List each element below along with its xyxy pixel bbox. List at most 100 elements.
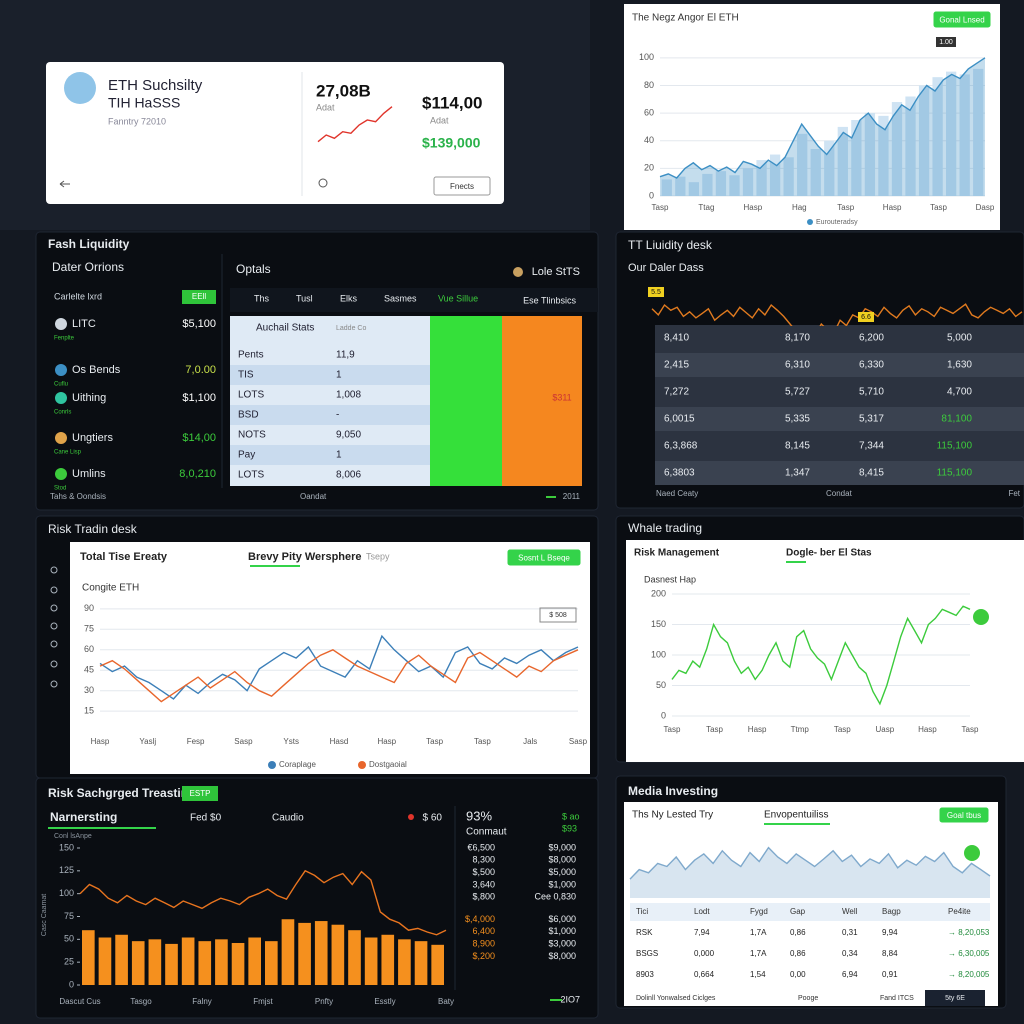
label: Ladde Co (336, 325, 366, 332)
table-cell: 5,317 (859, 414, 884, 425)
tab[interactable]: Tsepy (366, 551, 390, 561)
button[interactable]: Sosnt L Bseqe (518, 554, 570, 563)
table-cell: 11,9 (336, 350, 355, 361)
button-bg[interactable] (507, 549, 581, 566)
tab[interactable]: Brevy Pity Wersphere (248, 551, 362, 563)
x-tick-label: Tasp (930, 203, 947, 212)
table-header: Well (842, 907, 858, 916)
side-icon[interactable] (50, 586, 58, 594)
side-icon[interactable] (50, 660, 58, 668)
table-header: Lodt (694, 907, 710, 916)
tab[interactable]: Ths Ny Lested Try (632, 810, 713, 821)
search-icon[interactable] (318, 178, 328, 188)
label: Our Daler Dass (628, 262, 704, 274)
x-tick-label: Baty (438, 997, 454, 1006)
label: $114,00 (422, 93, 483, 112)
bar (661, 179, 672, 196)
label: Fanntry 72010 (108, 116, 166, 126)
button[interactable]: Fnects (450, 182, 474, 191)
table-cell: RSK (636, 928, 653, 937)
table-cell: 9,94 (882, 928, 898, 937)
table-cell: 8,300 (472, 855, 495, 865)
row-bg (655, 353, 1024, 377)
tab[interactable]: Vue Sillue (438, 293, 478, 303)
bar (810, 149, 821, 196)
button[interactable]: Gonal Lnsed (939, 16, 984, 25)
button-bg[interactable] (933, 11, 991, 28)
legend-dot (807, 219, 813, 225)
table-cell: $,500 (472, 867, 495, 877)
button-bg[interactable] (433, 176, 491, 196)
label: EEll (192, 292, 206, 301)
side-icon[interactable] (50, 566, 58, 574)
tab[interactable]: Total Tise Ereaty (80, 551, 168, 563)
tab[interactable]: Envopentuiliss (764, 810, 828, 821)
badge-bg (182, 786, 218, 801)
bar (959, 74, 970, 196)
row-bg (655, 380, 1024, 404)
label: $311 (552, 392, 571, 402)
y-tick-label: 75 (64, 911, 74, 921)
bar (98, 937, 112, 985)
tab[interactable]: Sasmes (384, 293, 417, 303)
label: Ese Tlinbsics (523, 295, 576, 305)
label: $139,000 (422, 135, 481, 151)
bar (398, 939, 411, 985)
x-tick-label: Ttag (698, 203, 714, 212)
label: Os Bends (72, 364, 121, 376)
table-cell: 8,006 (336, 470, 361, 481)
table-cell: $8,000 (548, 855, 576, 865)
table-cell: → 6,30,005 (948, 949, 990, 958)
side-icon[interactable] (50, 604, 58, 612)
row-bg (655, 326, 1024, 350)
table-cell: 8,170 (785, 333, 810, 344)
tab[interactable]: Fed $0 (190, 813, 222, 824)
tab[interactable]: Tusl (296, 293, 313, 303)
y-tick-label: 200 (651, 588, 666, 598)
row-bg (655, 461, 1024, 485)
table-cell: Cee 0,830 (534, 892, 576, 902)
legend-dot (268, 761, 276, 769)
tab[interactable]: Ths (254, 293, 270, 303)
table-cell: 2,415 (664, 360, 689, 371)
bar (769, 154, 781, 196)
table-cell: 7,344 (859, 441, 884, 452)
button[interactable]: Goal tbus (947, 811, 981, 820)
side-icon[interactable] (50, 680, 58, 688)
side-icon[interactable] (50, 622, 58, 630)
x-tick-label: Fmjst (253, 997, 273, 1006)
label: Optals (236, 262, 271, 276)
table-cell: 6,310 (785, 360, 810, 371)
table-cell: 0,664 (694, 970, 715, 979)
tab[interactable]: Risk Management (634, 548, 720, 559)
bar (837, 126, 848, 196)
x-tick-label: Pnfty (315, 997, 333, 1006)
table-cell: 0,000 (694, 949, 715, 958)
tab[interactable]: Dogle- ber El Stas (786, 548, 872, 559)
table-cell: → 8,20,005 (948, 970, 990, 979)
label: Dolinll Yonwalsed Ciclges (636, 995, 716, 1002)
side-icon[interactable] (50, 640, 58, 648)
tab[interactable]: Elks (340, 293, 358, 303)
tab[interactable]: Caudio (272, 813, 304, 824)
x-tick-label: Hasp (748, 725, 767, 734)
eth-icon (64, 72, 96, 104)
marker (408, 814, 414, 820)
table-cell: 115,100 (937, 441, 973, 452)
table-cell: 8,415 (859, 468, 884, 479)
item-icon (55, 364, 67, 376)
button-bg[interactable] (939, 807, 989, 823)
table-cell: 1,7A (750, 949, 767, 958)
table-cell: - (336, 410, 339, 421)
bar (688, 182, 699, 196)
back-icon[interactable] (59, 180, 70, 188)
table-header-bg (630, 903, 990, 921)
badge-bg (925, 990, 985, 1006)
table-cell: 8,84 (882, 949, 898, 958)
y-tick-label: 150 (651, 619, 666, 629)
label: $93 (562, 823, 577, 833)
table-cell: 81,100 (941, 414, 972, 425)
bar (973, 68, 984, 196)
tab[interactable]: Narnersting (50, 810, 117, 824)
